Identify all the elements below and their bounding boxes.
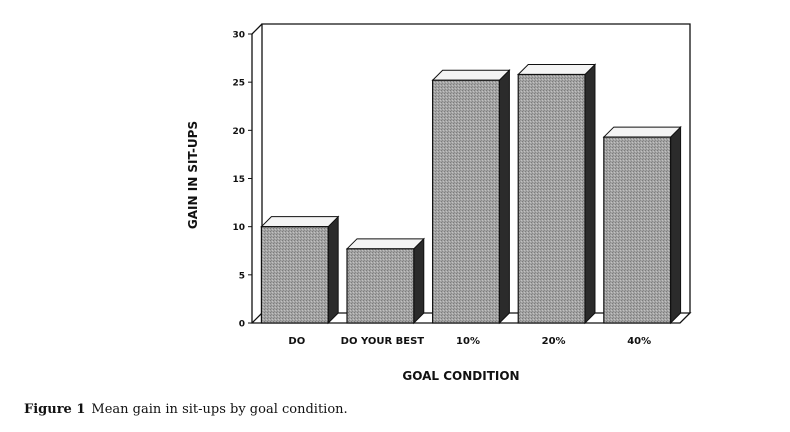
bar-top	[431, 69, 511, 81]
x-category-label: DO	[288, 336, 305, 347]
y-tick-label: 20	[232, 127, 245, 137]
y-tick-label: 30	[232, 31, 245, 41]
bar-side	[670, 125, 682, 325]
bar-top	[345, 238, 425, 250]
bars-group	[260, 63, 682, 325]
x-category-label: 10%	[456, 336, 480, 347]
back-wall-edge	[261, 23, 691, 313]
bar-top	[602, 126, 682, 138]
bar	[603, 136, 672, 324]
figure-label: Figure 1	[24, 402, 86, 417]
bar	[260, 226, 329, 324]
y-tick-label: 15	[232, 175, 245, 185]
x-category-label: 40%	[627, 336, 651, 347]
bar-chart: 0 5 10 15 20 25 30 DO DO YOUR BEST 10% 20% 40% GAI…	[186, 23, 692, 383]
x-category-label: 20%	[542, 336, 566, 347]
y-axis-title: GAIN IN SIT-UPS	[186, 121, 200, 229]
y-tick-label: 10	[232, 223, 245, 233]
bar-top	[260, 216, 340, 228]
bar-top	[517, 63, 597, 75]
y-tick-label: 0	[239, 320, 245, 330]
figure-caption: Figure 1 Mean gain in sit-ups by goal con…	[24, 402, 348, 417]
bar	[346, 248, 415, 324]
y-tick-label: 5	[239, 271, 245, 281]
bar	[517, 73, 586, 324]
bar-side	[498, 69, 510, 325]
y-axis-top-edge	[251, 23, 263, 35]
bar-side	[584, 63, 596, 325]
x-category-label: DO YOUR BEST	[341, 336, 425, 347]
bar-side	[327, 215, 339, 325]
x-categories-group: DO DO YOUR BEST 10% 20% 40%	[288, 336, 651, 347]
y-tick-label: 25	[232, 79, 245, 89]
bar-side	[413, 237, 425, 325]
x-axis-title: GOAL CONDITION	[402, 369, 519, 383]
bar	[432, 79, 500, 324]
figure-caption-text: Mean gain in sit-ups by goal condition.	[91, 402, 348, 417]
y-ticks-group: 0 5 10 15 20 25 30	[232, 31, 252, 330]
